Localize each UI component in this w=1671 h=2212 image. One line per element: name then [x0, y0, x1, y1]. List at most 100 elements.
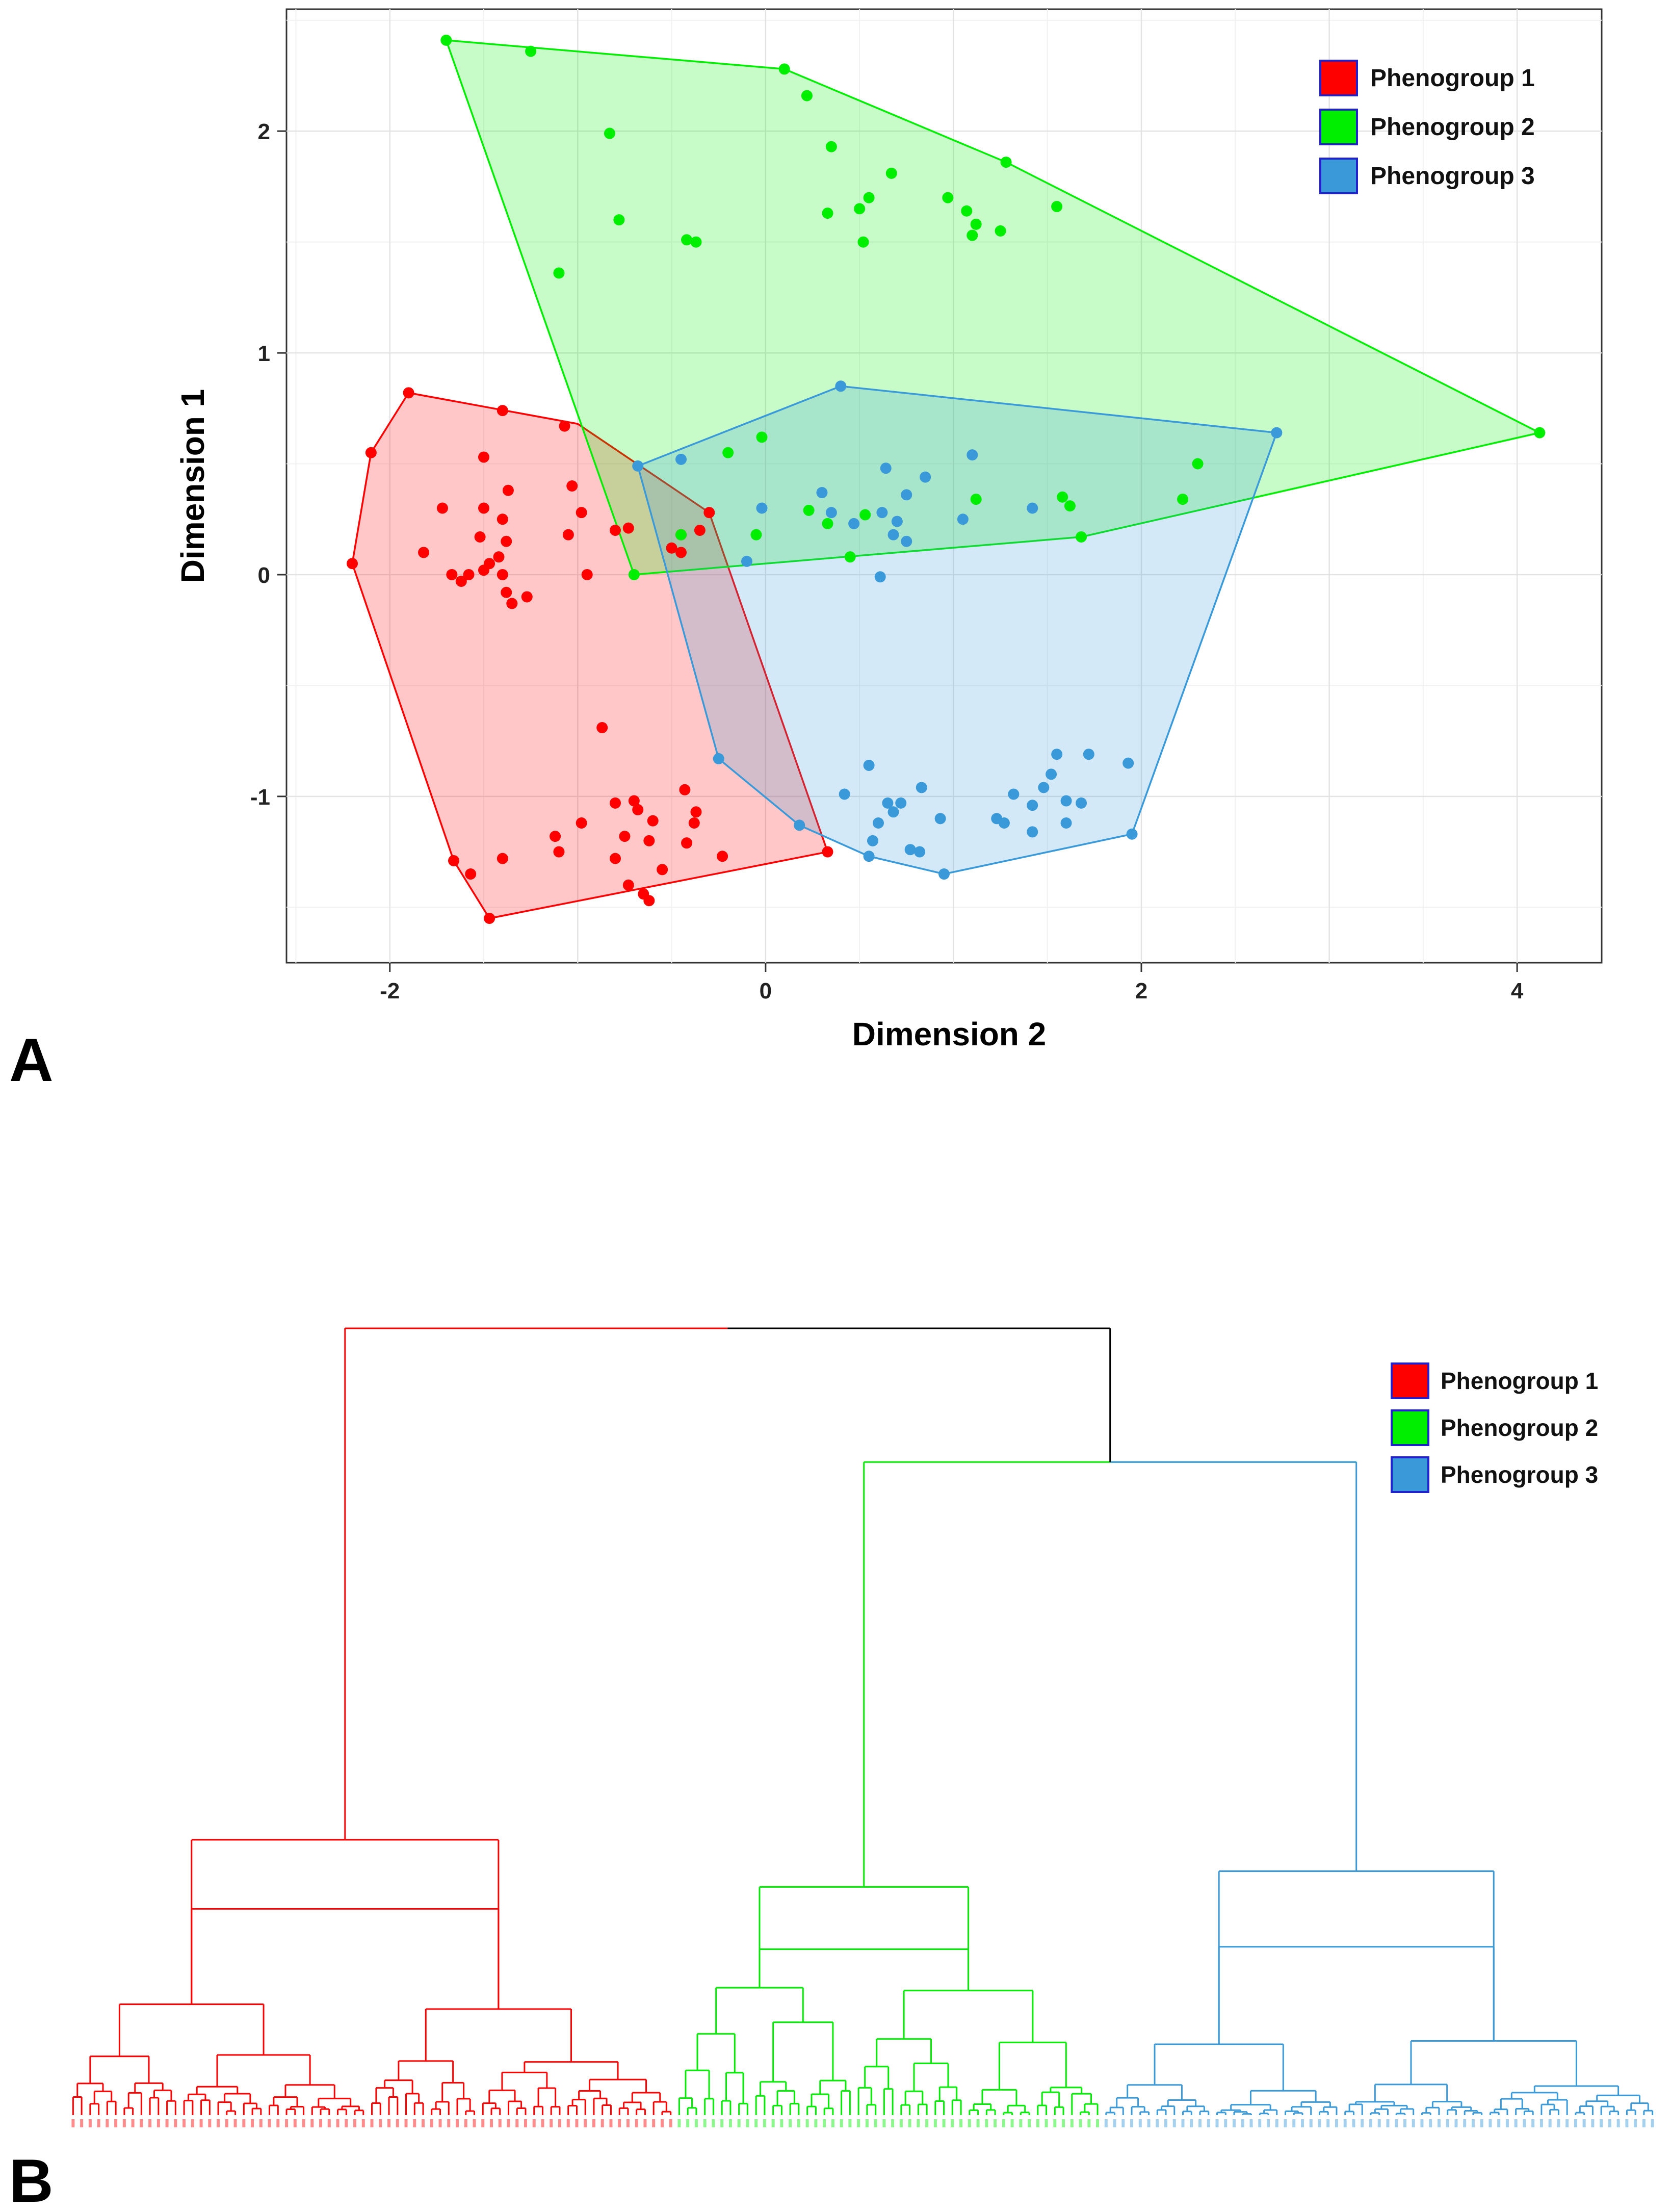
legend-swatch [1319, 158, 1358, 194]
point-phenogroup-2 [1177, 494, 1189, 505]
leaf-label [225, 2119, 228, 2127]
leaf-label [242, 2119, 246, 2127]
leaf-label [1642, 2119, 1646, 2127]
point-phenogroup-3 [675, 453, 687, 465]
dendrogram-tree [71, 1327, 1654, 2127]
point-phenogroup-3 [998, 817, 1010, 829]
x-axis-title: Dimension 2 [852, 1016, 1047, 1052]
leaf-label [789, 2119, 792, 2127]
leaf-label [370, 2119, 374, 2127]
y-tick-label: 2 [258, 119, 270, 144]
x-tick-label: -2 [380, 979, 400, 1004]
leaf-label [327, 2119, 331, 2127]
leaf-label [1266, 2119, 1270, 2127]
point-phenogroup-3 [1051, 749, 1063, 760]
leaf-label [1258, 2119, 1262, 2127]
scatter-points [347, 34, 1546, 924]
point-phenogroup-3 [1027, 800, 1038, 811]
leaf-label [1437, 2119, 1441, 2127]
point-phenogroup-1 [553, 846, 565, 858]
legend-swatch [1391, 1456, 1429, 1493]
point-phenogroup-2 [1064, 500, 1076, 512]
x-axis-ticks: -2 0 2 4 [380, 963, 1524, 1004]
leaf-label [1181, 2119, 1185, 2127]
point-phenogroup-2 [440, 34, 452, 46]
leaf-label [823, 2119, 826, 2127]
leaf-label [994, 2119, 997, 2127]
point-phenogroup-2 [859, 509, 871, 521]
leaf-label [498, 2119, 502, 2127]
leaf-label [456, 2119, 459, 2127]
point-phenogroup-3 [1060, 817, 1072, 829]
leaf-label [507, 2119, 510, 2127]
point-phenogroup-1 [675, 547, 687, 558]
scatter-panel: -2 0 2 4 -1 0 1 2 Dimension 2 Dimension 1 Phen… [9, 8, 1603, 1094]
leaf-label [1156, 2119, 1159, 2127]
leaf-label [413, 2119, 416, 2127]
point-phenogroup-3 [891, 516, 903, 527]
point-phenogroup-1 [622, 522, 634, 534]
leaf-label [199, 2119, 203, 2127]
leaf-label [156, 2119, 160, 2127]
point-phenogroup-3 [967, 449, 978, 461]
legend-label: Phenogroup 1 [1370, 65, 1535, 92]
point-phenogroup-3 [920, 471, 931, 483]
leaf-label [1471, 2119, 1475, 2127]
x-tick-label: 2 [1135, 979, 1147, 1004]
leaf-label [635, 2119, 638, 2127]
leaf-label [686, 2119, 690, 2127]
leaf-label [1343, 2119, 1347, 2127]
point-phenogroup-3 [904, 844, 916, 856]
leaf-label [1403, 2119, 1406, 2127]
legend-label: Phenogroup 3 [1370, 163, 1535, 190]
leaf-label [652, 2119, 656, 2127]
x-tick-label: 4 [1511, 979, 1524, 1004]
leaf-label [165, 2119, 169, 2127]
leaf-label [131, 2119, 135, 2127]
point-phenogroup-3 [914, 846, 926, 858]
leaf-label [1087, 2119, 1091, 2127]
leaf-label [285, 2119, 289, 2127]
point-phenogroup-1 [521, 591, 533, 603]
leaf-label [208, 2119, 212, 2127]
leaf-label [1309, 2119, 1313, 2127]
leaf-label [259, 2119, 263, 2127]
point-phenogroup-1 [643, 835, 655, 846]
point-phenogroup-3 [957, 513, 969, 525]
point-phenogroup-1 [497, 853, 508, 864]
point-phenogroup-2 [854, 203, 866, 215]
point-phenogroup-3 [816, 487, 828, 499]
leaf-label [1147, 2119, 1151, 2127]
leaf-label [814, 2119, 818, 2127]
point-phenogroup-1 [666, 542, 677, 554]
leaf-label [1318, 2119, 1321, 2127]
leaf-label [985, 2119, 988, 2127]
y-tick-label: 1 [258, 341, 270, 366]
leaf-label [609, 2119, 613, 2127]
point-phenogroup-2 [722, 447, 734, 458]
point-phenogroup-3 [880, 462, 892, 474]
leaf-label [1565, 2119, 1569, 2127]
point-phenogroup-1 [436, 502, 448, 514]
point-phenogroup-1 [365, 447, 377, 458]
leaf-label [737, 2119, 741, 2127]
leaf-label [541, 2119, 544, 2127]
leaf-label [1215, 2119, 1219, 2127]
point-phenogroup-1 [403, 387, 414, 399]
point-phenogroup-2 [801, 90, 813, 101]
leaf-label [703, 2119, 707, 2127]
leaf-label [882, 2119, 886, 2127]
leaf-label [831, 2119, 834, 2127]
point-phenogroup-1 [484, 913, 495, 924]
leaf-label [558, 2119, 561, 2127]
leaf-label [1352, 2119, 1355, 2127]
leaf-label [1292, 2119, 1296, 2127]
leaf-label [968, 2119, 971, 2127]
point-phenogroup-1 [493, 551, 505, 563]
legend-label: Phenogroup 3 [1441, 1461, 1598, 1488]
leaf-label [643, 2119, 647, 2127]
point-phenogroup-2 [863, 192, 875, 203]
leaf-label [1429, 2119, 1432, 2127]
leaf-label [1335, 2119, 1338, 2127]
leaf-label [797, 2119, 800, 2127]
